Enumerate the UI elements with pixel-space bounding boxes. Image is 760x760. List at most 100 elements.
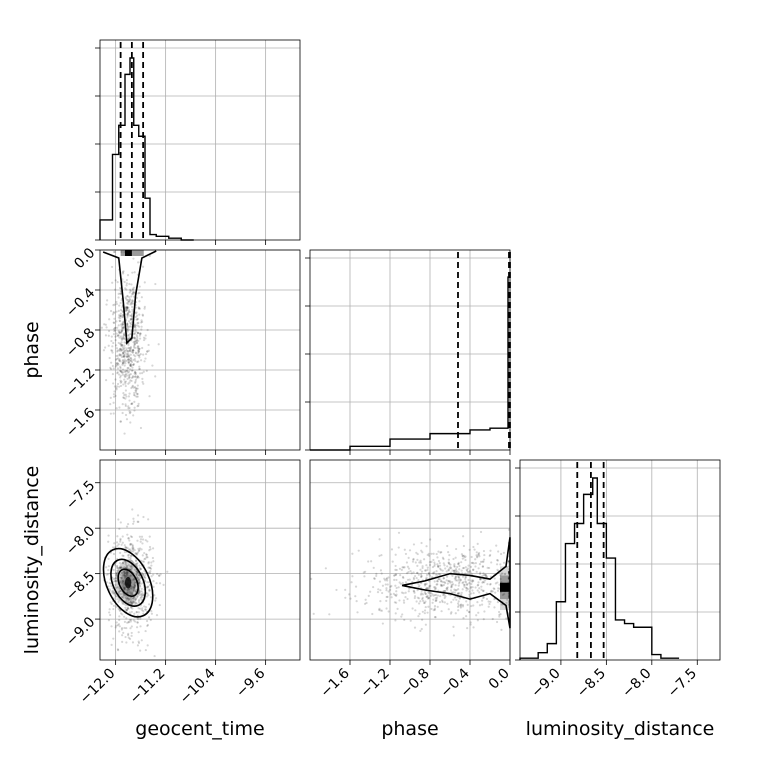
- scatter-point: [384, 579, 387, 582]
- scatter-point: [122, 336, 125, 339]
- scatter-point: [489, 600, 492, 603]
- scatter-point: [447, 561, 450, 565]
- scatter-point: [484, 579, 487, 582]
- scatter-point: [119, 308, 123, 312]
- scatter-point: [147, 343, 150, 347]
- scatter-point: [458, 582, 461, 585]
- scatter-point: [500, 603, 503, 606]
- scatter-point: [148, 588, 151, 591]
- scatter-point: [397, 531, 401, 534]
- scatter-point: [108, 608, 111, 611]
- scatter-point: [378, 554, 381, 557]
- scatter-point: [122, 337, 125, 341]
- scatter-point: [140, 595, 144, 598]
- scatter-point: [114, 583, 117, 586]
- scatter-point: [113, 303, 116, 306]
- scatter-point: [111, 546, 115, 549]
- scatter-point: [115, 332, 118, 335]
- scatter-point: [129, 411, 132, 414]
- scatter-point: [111, 313, 115, 316]
- scatter-point: [115, 361, 118, 365]
- scatter-point: [122, 326, 125, 330]
- scatter-point: [502, 551, 506, 554]
- scatter-point: [438, 561, 441, 565]
- scatter-point: [454, 579, 457, 582]
- scatter-point: [386, 595, 389, 599]
- scatter-point: [116, 382, 120, 386]
- scatter-point: [133, 271, 136, 274]
- scatter-point: [129, 321, 132, 325]
- scatter-point: [126, 313, 129, 316]
- scatter-point: [416, 571, 419, 575]
- scatter-point: [107, 334, 110, 337]
- scatter-point: [129, 568, 133, 571]
- scatter-point: [125, 349, 128, 352]
- scatter-point: [127, 634, 130, 637]
- scatter-point: [394, 619, 397, 622]
- scatter-point: [157, 343, 160, 346]
- scatter-point: [349, 597, 352, 600]
- scatter-point: [138, 574, 141, 577]
- scatter-point: [424, 605, 427, 609]
- scatter-point: [483, 610, 486, 613]
- scatter-point: [117, 591, 121, 594]
- scatter-point: [363, 575, 366, 578]
- scatter-point: [495, 563, 499, 566]
- scatter-point: [130, 402, 134, 406]
- scatter-point: [115, 302, 118, 306]
- histogram-luminosity-distance: [519, 477, 680, 660]
- scatter-point: [148, 254, 151, 257]
- scatter-point: [426, 553, 429, 557]
- scatter-point: [130, 593, 133, 596]
- scatter-point: [112, 401, 115, 404]
- scatter-point: [155, 614, 159, 617]
- scatter-point: [125, 583, 129, 586]
- scatter-point: [125, 279, 128, 282]
- scatter-point: [442, 577, 445, 580]
- panel-frame-phase-luminosity-distance: [309, 459, 511, 661]
- scatter-point: [393, 593, 397, 597]
- scatter-point: [458, 580, 461, 583]
- scatter-point: [133, 581, 136, 584]
- scatter-point: [136, 551, 140, 554]
- scatter-point: [146, 624, 149, 627]
- scatter-point: [118, 358, 121, 361]
- scatter-point: [119, 521, 122, 524]
- scatter-point: [485, 575, 488, 578]
- scatter-point: [134, 552, 137, 555]
- scatter-point: [121, 570, 125, 573]
- scatter-point: [125, 641, 128, 644]
- scatter-point: [454, 575, 457, 579]
- scatter-point: [402, 592, 405, 595]
- scatter-point: [121, 316, 124, 319]
- scatter-point: [119, 538, 122, 542]
- scatter-point: [427, 591, 430, 594]
- scatter-point: [136, 331, 140, 335]
- scatter-point: [126, 354, 129, 357]
- scatter-point: [105, 379, 108, 382]
- scatter-point: [451, 580, 454, 584]
- scatter-point: [121, 321, 125, 324]
- scatter-point: [457, 584, 460, 587]
- scatter-point: [129, 332, 132, 336]
- scatter-point: [137, 351, 140, 355]
- scatter-point: [466, 627, 469, 630]
- scatter-point: [124, 310, 127, 313]
- y-tick-label: −0.8: [63, 325, 98, 360]
- scatter-point: [122, 371, 125, 374]
- scatter-point: [132, 600, 136, 604]
- scatter-point: [380, 609, 383, 612]
- scatter-point: [127, 522, 130, 526]
- scatter-point: [387, 590, 390, 593]
- scatter-point: [137, 599, 140, 603]
- scatter-point: [126, 554, 130, 557]
- scatter-point: [120, 349, 123, 352]
- scatter-point: [477, 567, 480, 570]
- scatter-point: [496, 568, 499, 571]
- scatter-point: [115, 541, 119, 544]
- scatter-point: [126, 533, 129, 536]
- scatter-point: [114, 626, 117, 629]
- scatter-point: [135, 610, 138, 614]
- scatter-point: [476, 619, 479, 622]
- scatter-point: [120, 331, 123, 334]
